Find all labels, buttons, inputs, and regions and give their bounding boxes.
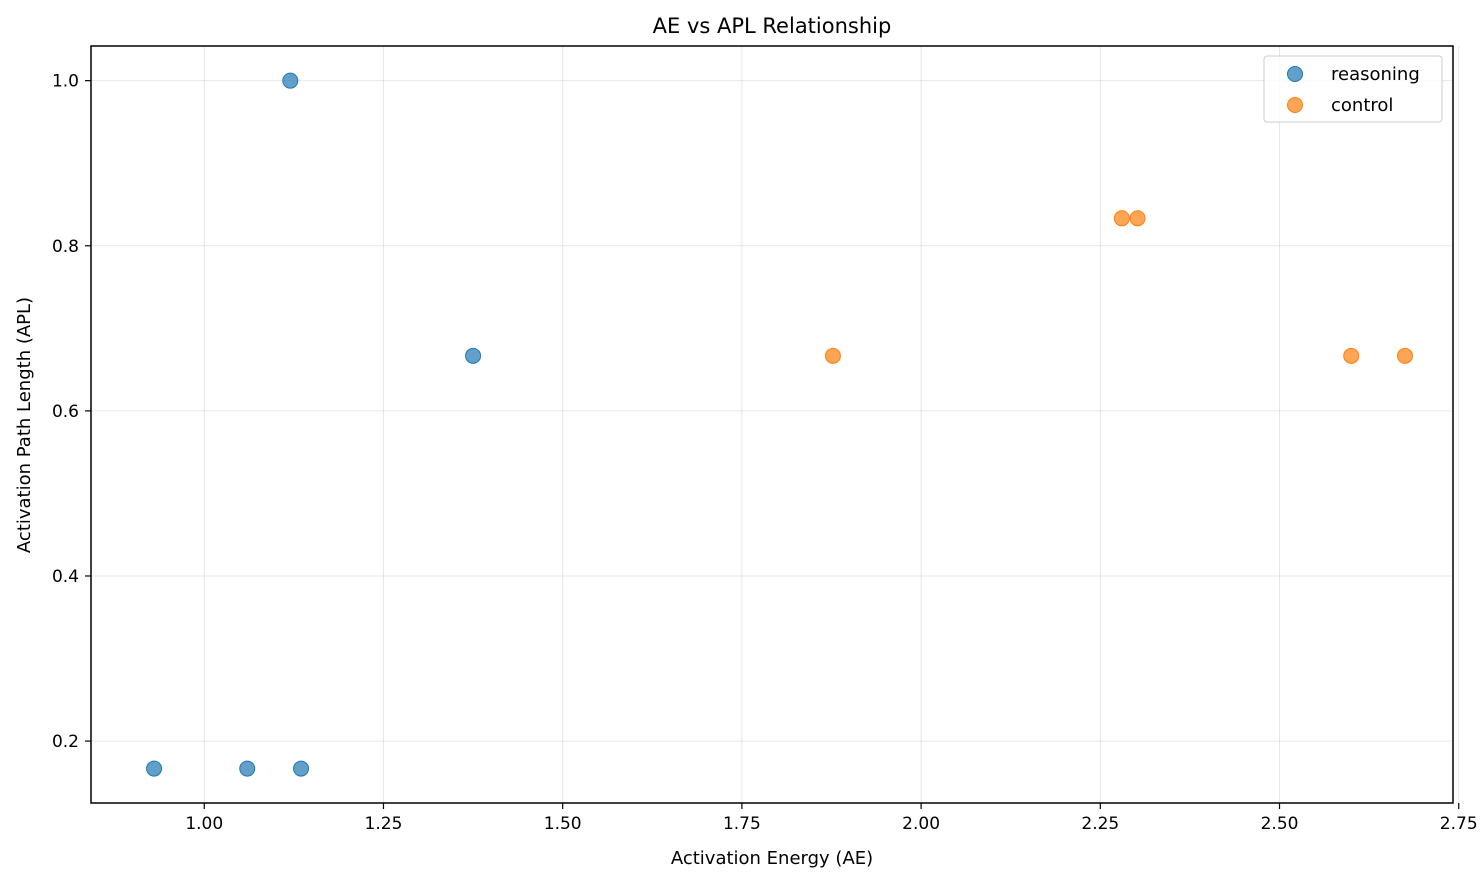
chart-title: AE vs APL Relationship [653, 14, 892, 38]
data-point-control [1129, 210, 1146, 227]
legend: reasoning control [1263, 55, 1443, 123]
legend-label-reasoning: reasoning [1331, 64, 1420, 85]
legend-marker-reasoning [1287, 66, 1303, 82]
data-point-reasoning [146, 760, 163, 777]
y-tick-label: 0.2 [52, 732, 79, 752]
data-points [146, 72, 1413, 777]
data-point-reasoning [293, 760, 310, 777]
x-tick-label: 2.50 [1261, 814, 1299, 834]
legend-marker-control [1287, 97, 1303, 113]
data-point-reasoning [465, 347, 482, 364]
y-tick-label: 1.0 [52, 72, 79, 92]
data-point-control [1343, 347, 1360, 364]
x-axis-label: Activation Energy (AE) [671, 848, 873, 869]
x-tick-label: 2.00 [902, 814, 940, 834]
y-tick-label: 0.4 [52, 567, 79, 587]
x-axis-ticks: 1.00 1.25 1.50 1.75 2.00 2.25 2.50 2.75 [185, 803, 1478, 834]
data-point-reasoning [239, 760, 256, 777]
data-point-control [1396, 347, 1413, 364]
x-tick-label: 2.75 [1440, 814, 1478, 834]
x-tick-label: 1.25 [365, 814, 403, 834]
y-tick-label: 0.8 [52, 237, 79, 257]
y-axis-label: Activation Path Length (APL) [14, 297, 35, 553]
x-tick-label: 1.50 [544, 814, 582, 834]
legend-label-control: control [1331, 95, 1393, 116]
x-tick-label: 1.75 [723, 814, 761, 834]
plot-frame [90, 45, 1454, 804]
data-point-reasoning [282, 72, 299, 89]
x-tick-label: 1.00 [185, 814, 223, 834]
x-tick-label: 2.25 [1081, 814, 1119, 834]
data-point-control [1113, 210, 1130, 227]
grid-lines [91, 46, 1460, 803]
y-axis-ticks: 0.2 0.4 0.6 0.8 1.0 [52, 72, 91, 752]
y-tick-label: 0.6 [52, 402, 79, 422]
legend-box [1263, 55, 1443, 123]
data-point-control [824, 347, 841, 364]
